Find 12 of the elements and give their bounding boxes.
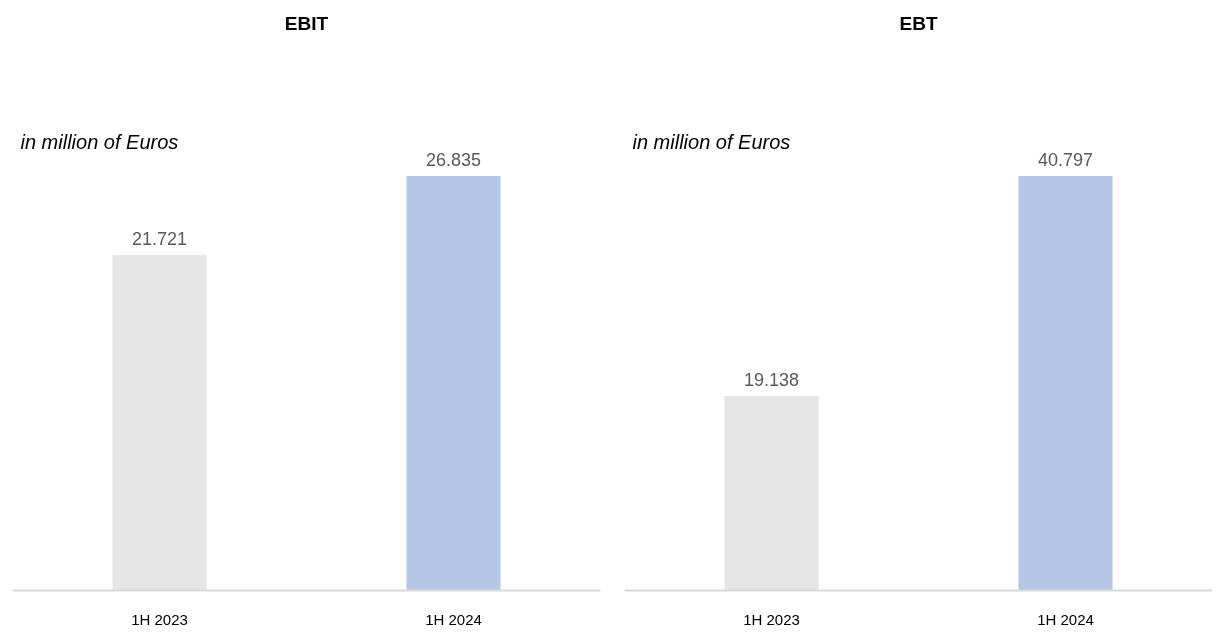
x-tick-label: 1H 2023	[743, 610, 800, 628]
text: in million of Euros	[632, 130, 791, 153]
text: in million of Euros	[20, 130, 179, 153]
data-label: 19.138	[743, 370, 800, 391]
data-label: 40.797	[1037, 150, 1094, 171]
data-label: 26.835	[425, 150, 482, 171]
data-label: 21.721	[131, 229, 188, 250]
x-tick-label: 1H 2024	[425, 610, 482, 628]
x-tick-label: 1H 2023	[131, 610, 188, 628]
chart-title: EBIT	[284, 12, 329, 34]
x-tick-label: 1H 2024	[1037, 610, 1094, 628]
chart-title: EBT	[899, 12, 938, 34]
